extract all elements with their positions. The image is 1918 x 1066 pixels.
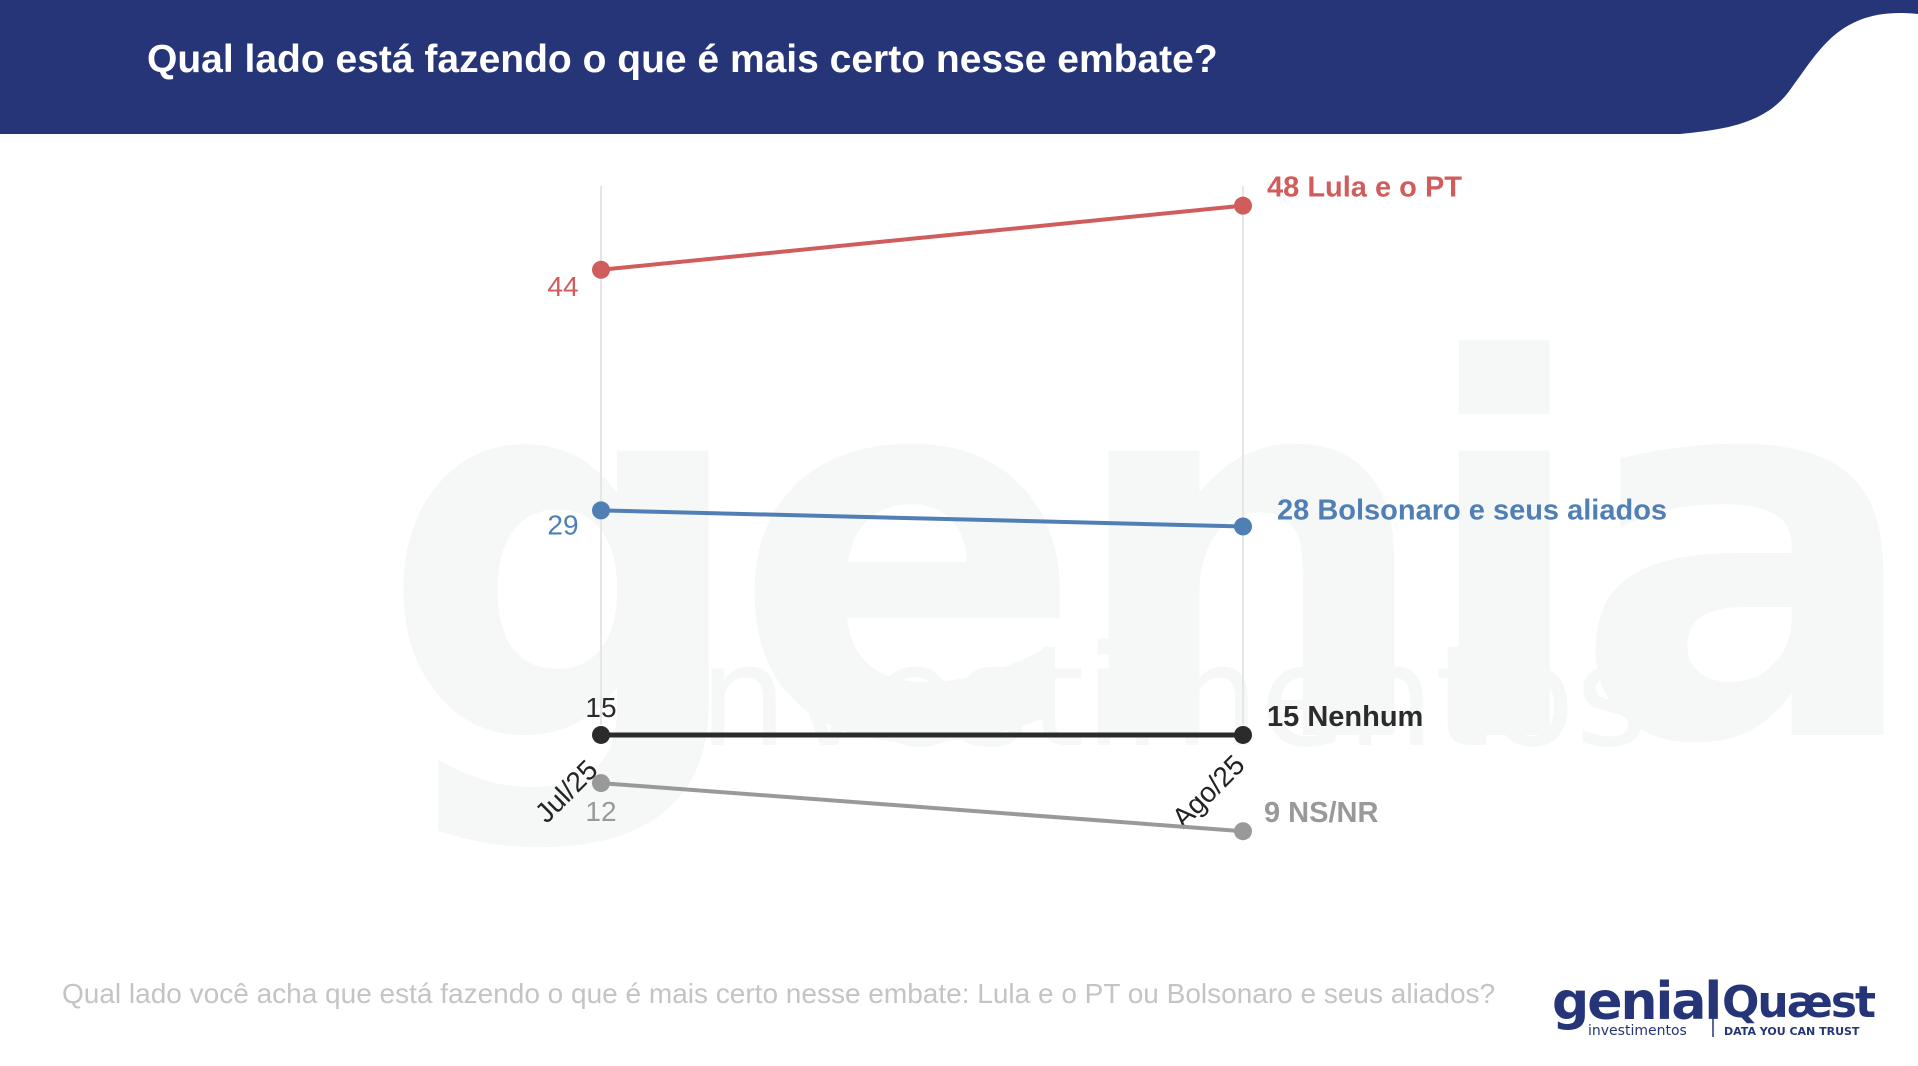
data-point [1234, 822, 1252, 841]
series-end-label: 48 Lula e o PT [1267, 172, 1462, 204]
quaest-logo-sub: DATA YOU CAN TRUST [1724, 1025, 1860, 1038]
genial-logo-sub: investimentos [1588, 1023, 1687, 1039]
quaest-logo-word: Quæst [1722, 977, 1876, 1028]
data-label: 44 [547, 271, 578, 302]
series-end-label: 28 Bolsonaro e seus aliados [1277, 494, 1667, 526]
series-end-label: 9 NS/NR [1264, 797, 1378, 829]
series-end-label: 15 Nenhum [1267, 701, 1423, 733]
data-point [592, 725, 610, 744]
data-point [1234, 725, 1252, 744]
logos: genial investimentos Quæst DATA YOU CAN … [1552, 975, 1878, 1039]
data-point [592, 774, 610, 793]
genial-logo: genial investimentos [1552, 975, 1722, 1039]
series-line [599, 508, 1245, 529]
header-banner [0, 0, 1918, 134]
data-point [592, 260, 610, 279]
series-line [599, 203, 1245, 272]
header-background [0, 0, 1918, 134]
page-title: Qual lado está fazendo o que é mais cert… [147, 38, 1218, 81]
footnote: Qual lado você acha que está fazendo o q… [62, 978, 1496, 1009]
quaest-logo: Quæst DATA YOU CAN TRUST [1722, 977, 1878, 1038]
data-label: 15 [585, 692, 616, 723]
series-line [599, 781, 1245, 834]
data-point [592, 501, 610, 520]
x-tick-label: Ago/25 [1166, 749, 1251, 834]
data-point [1234, 196, 1252, 215]
data-point [1234, 517, 1252, 536]
data-label: 29 [547, 509, 578, 540]
data-label: 12 [585, 796, 616, 827]
genial-logo-word: genial [1552, 975, 1720, 1032]
